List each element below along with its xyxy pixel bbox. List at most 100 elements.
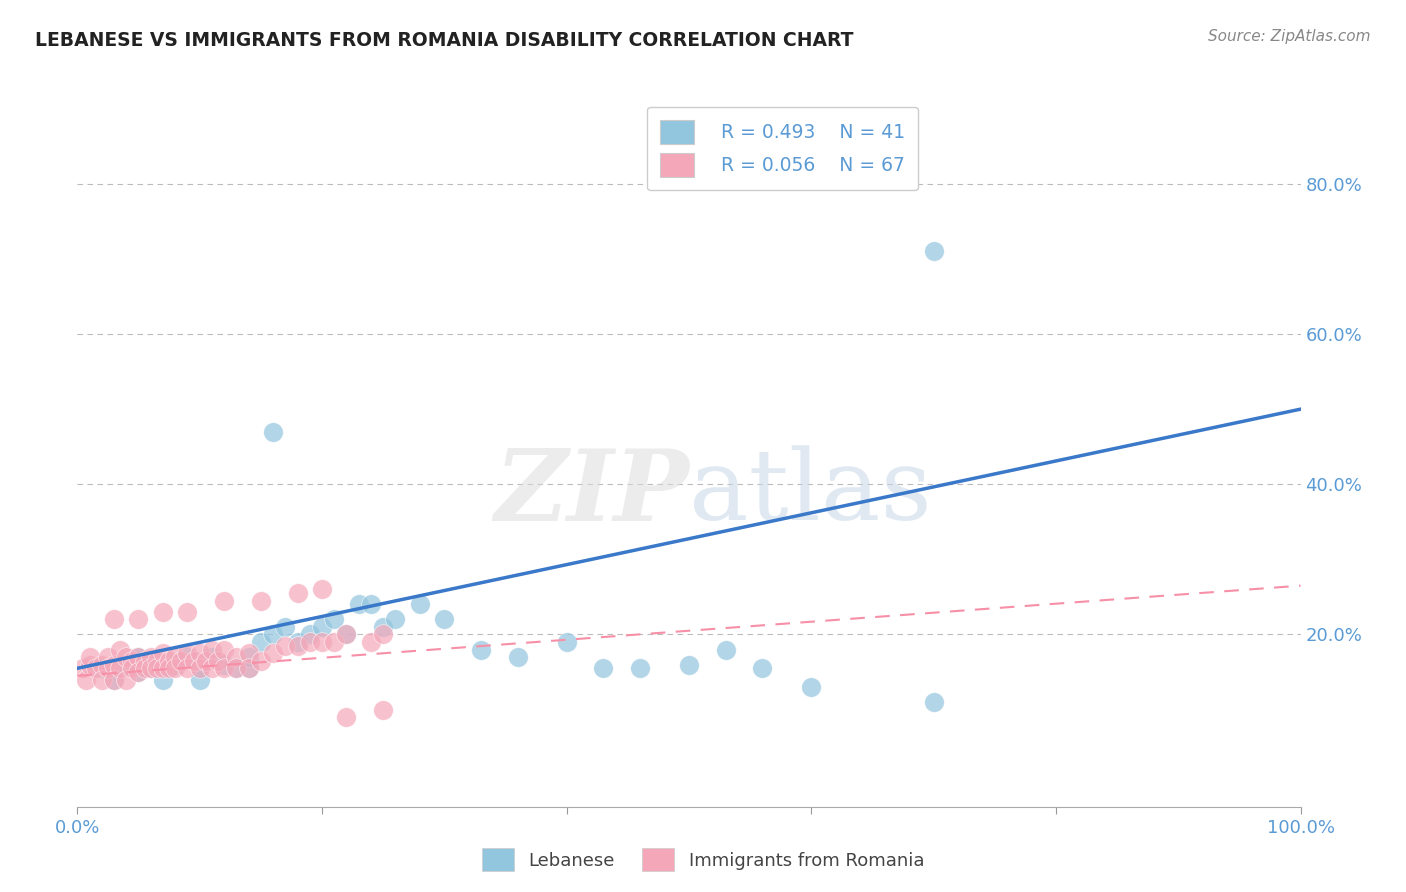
Point <box>127 650 149 665</box>
Point <box>751 661 773 675</box>
Point <box>212 661 235 675</box>
Point <box>115 673 138 687</box>
Point <box>225 661 247 675</box>
Text: ZIP: ZIP <box>494 445 689 541</box>
Point <box>628 661 651 675</box>
Point <box>225 650 247 665</box>
Point <box>262 646 284 660</box>
Point <box>115 657 138 672</box>
Point <box>311 620 333 634</box>
Point <box>152 661 174 675</box>
Point <box>922 695 945 709</box>
Point <box>201 661 224 675</box>
Point <box>298 635 321 649</box>
Point <box>188 646 211 660</box>
Point <box>121 661 143 675</box>
Point <box>311 582 333 597</box>
Point <box>311 635 333 649</box>
Point <box>678 657 700 672</box>
Point <box>201 642 224 657</box>
Point <box>97 650 120 665</box>
Point <box>176 661 198 675</box>
Point <box>212 593 235 607</box>
Point <box>139 661 162 675</box>
Point <box>157 661 180 675</box>
Point <box>134 661 156 675</box>
Point <box>592 661 614 675</box>
Point <box>127 665 149 679</box>
Point <box>165 657 187 672</box>
Point <box>157 654 180 668</box>
Point <box>146 654 169 668</box>
Point <box>194 654 217 668</box>
Point <box>714 642 737 657</box>
Point <box>90 673 112 687</box>
Point <box>238 646 260 660</box>
Point <box>188 661 211 675</box>
Point <box>225 661 247 675</box>
Point <box>238 661 260 675</box>
Point <box>75 673 97 687</box>
Point <box>188 673 211 687</box>
Point <box>922 244 945 259</box>
Point <box>262 425 284 439</box>
Point <box>152 605 174 619</box>
Point <box>207 654 229 668</box>
Text: LEBANESE VS IMMIGRANTS FROM ROMANIA DISABILITY CORRELATION CHART: LEBANESE VS IMMIGRANTS FROM ROMANIA DISA… <box>35 31 853 50</box>
Point <box>127 665 149 679</box>
Point <box>139 650 162 665</box>
Point <box>360 598 382 612</box>
Point <box>347 598 370 612</box>
Point <box>97 661 120 675</box>
Point <box>262 627 284 641</box>
Point <box>79 657 101 672</box>
Point <box>371 620 394 634</box>
Point <box>127 612 149 626</box>
Point <box>79 650 101 665</box>
Point <box>335 627 357 641</box>
Legend: Lebanese, Immigrants from Romania: Lebanese, Immigrants from Romania <box>474 841 932 879</box>
Point <box>103 657 125 672</box>
Point <box>371 627 394 641</box>
Point <box>152 646 174 660</box>
Point <box>250 593 273 607</box>
Point <box>212 642 235 657</box>
Point <box>800 680 823 694</box>
Point <box>90 661 112 675</box>
Point <box>103 612 125 626</box>
Point <box>72 661 94 675</box>
Point <box>238 661 260 675</box>
Point <box>121 654 143 668</box>
Point <box>323 612 346 626</box>
Point <box>555 635 578 649</box>
Point <box>274 620 297 634</box>
Point <box>108 661 131 675</box>
Point <box>127 650 149 665</box>
Point <box>103 673 125 687</box>
Point <box>335 710 357 724</box>
Point <box>201 650 224 665</box>
Point <box>250 635 273 649</box>
Point <box>360 635 382 649</box>
Point <box>238 650 260 665</box>
Text: atlas: atlas <box>689 445 932 541</box>
Point <box>409 598 432 612</box>
Point <box>212 657 235 672</box>
Point <box>108 642 131 657</box>
Point <box>287 639 309 653</box>
Point <box>433 612 456 626</box>
Point <box>176 650 198 665</box>
Point <box>274 639 297 653</box>
Point <box>146 661 169 675</box>
Point <box>298 627 321 641</box>
Point <box>134 654 156 668</box>
Point <box>335 627 357 641</box>
Point <box>287 586 309 600</box>
Point <box>165 661 187 675</box>
Point <box>103 673 125 687</box>
Point <box>323 635 346 649</box>
Point <box>371 703 394 717</box>
Point <box>470 642 492 657</box>
Point <box>250 654 273 668</box>
Point <box>176 605 198 619</box>
